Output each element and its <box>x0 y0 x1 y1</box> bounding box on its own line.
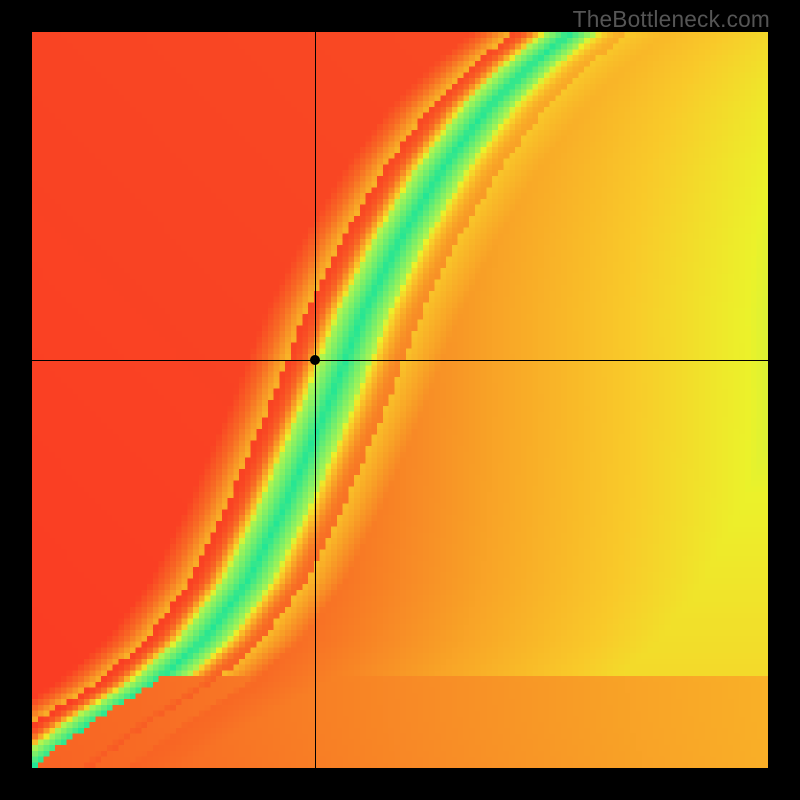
crosshair-vertical-line <box>315 32 316 768</box>
crosshair-horizontal-line <box>32 360 768 361</box>
watermark-text: TheBottleneck.com <box>573 6 770 33</box>
crosshair-marker-dot <box>310 355 320 365</box>
heatmap-canvas <box>32 32 768 768</box>
plot-area <box>32 32 768 768</box>
figure-root: { "meta": { "watermark_text": "TheBottle… <box>0 0 800 800</box>
